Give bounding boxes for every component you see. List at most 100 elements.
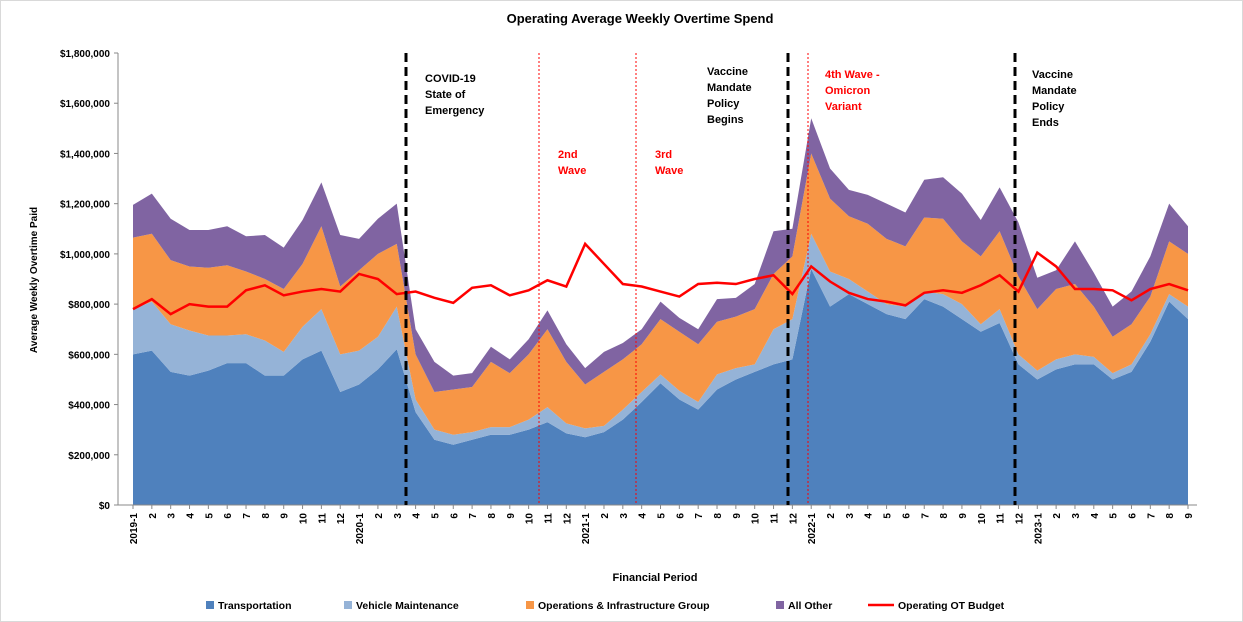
legend-label: Operating OT Budget: [898, 600, 1005, 612]
annotation-text: Vaccine: [1032, 69, 1073, 81]
x-tick-label: 6: [449, 513, 460, 519]
legend-swatch: [776, 601, 784, 609]
x-tick-label: 2: [600, 513, 611, 519]
annotation-text: Vaccine: [707, 66, 748, 78]
x-tick-label: 9: [1184, 513, 1195, 519]
x-tick-label: 2: [1052, 513, 1063, 519]
x-tick-label: 3: [167, 513, 178, 519]
x-tick-label: 10: [751, 513, 762, 525]
chart-title: Operating Average Weekly Overtime Spend: [507, 11, 774, 26]
x-tick-label: 6: [1127, 513, 1138, 519]
legend-swatch: [526, 601, 534, 609]
area: [133, 268, 1188, 505]
x-tick-label: 2019-1: [129, 513, 140, 545]
x-tick-label: 4: [412, 513, 423, 519]
x-tick-label: 8: [261, 513, 272, 519]
x-tick-label: 8: [713, 513, 724, 519]
annotation-text: Emergency: [425, 105, 485, 117]
x-tick-label: 11: [317, 513, 328, 524]
x-tick-label: 9: [506, 513, 517, 519]
annotation-text: 4th Wave -: [825, 69, 880, 81]
x-tick-label: 2021-1: [581, 513, 592, 545]
x-tick-label: 4: [864, 513, 875, 519]
x-tick-label: 3: [845, 513, 856, 519]
y-tick-label: $1,400,000: [60, 149, 110, 160]
x-tick-label: 12: [1014, 513, 1025, 525]
legend-label: All Other: [788, 600, 832, 612]
y-tick-label: $1,000,000: [60, 250, 110, 261]
annotation-text: Ends: [1032, 117, 1059, 129]
x-tick-label: 2: [148, 513, 159, 519]
area: [133, 118, 1188, 393]
annotation-text: State of: [425, 89, 466, 101]
x-tick-label: 2: [374, 513, 385, 519]
legend-label: Operations & Infrastructure Group: [538, 600, 710, 612]
x-tick-label: 7: [468, 513, 479, 519]
x-tick-label: 4: [638, 513, 649, 519]
x-tick-label: 11: [996, 513, 1007, 524]
x-tick-label: 4: [186, 513, 197, 519]
annotation-text: Mandate: [707, 82, 752, 94]
y-tick-label: $0: [99, 501, 111, 512]
y-tick-label: $800,000: [68, 300, 110, 311]
y-tick-label: $600,000: [68, 350, 110, 361]
y-tick-label: $1,800,000: [60, 49, 110, 60]
annotation-text: Wave: [558, 165, 586, 177]
y-tick-label: $1,200,000: [60, 200, 110, 211]
annotation-text: Mandate: [1032, 85, 1077, 97]
x-tick-label: 5: [430, 513, 441, 519]
x-tick-label: 10: [525, 513, 536, 525]
x-tick-label: 2: [826, 513, 837, 519]
x-tick-label: 7: [242, 513, 253, 519]
x-tick-label: 8: [939, 513, 950, 519]
x-tick-label: 5: [883, 513, 894, 519]
area: [133, 153, 1188, 435]
x-tick-label: 5: [204, 513, 215, 519]
y-tick-label: $200,000: [68, 451, 110, 462]
x-tick-label: 7: [694, 513, 705, 519]
x-tick-label: 5: [1109, 513, 1120, 519]
x-tick-label: 2020-1: [355, 513, 366, 545]
annotation-text: Variant: [825, 101, 862, 113]
annotation-text: Omicron: [825, 85, 871, 97]
x-axis-title: Financial Period: [613, 572, 698, 584]
legend-swatch: [206, 601, 214, 609]
line: [132, 241, 1189, 316]
legend-swatch: [344, 601, 352, 609]
x-tick-label: 3: [393, 513, 404, 519]
x-tick-label: 10: [977, 513, 988, 525]
x-tick-label: 2023-1: [1033, 513, 1044, 545]
x-tick-label: 3: [1071, 513, 1082, 519]
x-tick-label: 7: [920, 513, 931, 519]
x-tick-label: 2022-1: [807, 513, 818, 545]
x-tick-label: 8: [1165, 513, 1176, 519]
y-tick-label: $400,000: [68, 401, 110, 412]
x-tick-label: 11: [770, 513, 781, 524]
x-tick-label: 9: [732, 513, 743, 519]
annotation-text: 2nd: [558, 149, 578, 161]
x-tick-label: 9: [958, 513, 969, 519]
x-tick-label: 6: [223, 513, 234, 519]
legend-label: Vehicle Maintenance: [356, 600, 459, 612]
x-tick-label: 11: [543, 513, 554, 524]
y-tick-label: $1,600,000: [60, 99, 110, 110]
x-tick-label: 4: [1090, 513, 1101, 519]
x-tick-label: 7: [1146, 513, 1157, 519]
annotation-text: 3rd: [655, 149, 672, 161]
x-tick-label: 9: [280, 513, 291, 519]
x-tick-label: 12: [336, 513, 347, 525]
annotation-text: Wave: [655, 165, 683, 177]
legend-label: Transportation: [218, 600, 292, 612]
y-axis-title: Average Weekly Overtime Paid: [29, 207, 40, 353]
x-tick-label: 3: [619, 513, 630, 519]
annotation-text: Policy: [1032, 101, 1065, 113]
x-tick-label: 6: [675, 513, 686, 519]
x-tick-label: 5: [657, 513, 668, 519]
x-tick-label: 12: [788, 513, 799, 525]
annotation-text: COVID-19: [425, 73, 476, 85]
x-tick-label: 6: [901, 513, 912, 519]
x-tick-label: 8: [487, 513, 498, 519]
annotation-text: Begins: [707, 114, 744, 126]
annotation-text: Policy: [707, 98, 740, 110]
